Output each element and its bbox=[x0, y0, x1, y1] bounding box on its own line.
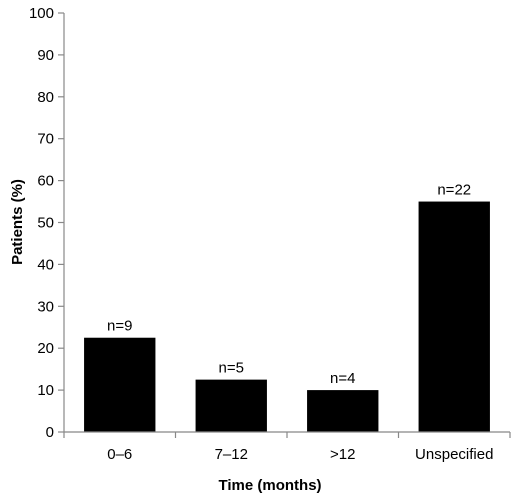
y-axis-title: Patients (%) bbox=[9, 179, 26, 265]
x-tick-label: Unspecified bbox=[415, 446, 493, 463]
y-tick-label: 30 bbox=[37, 298, 54, 315]
x-tick-label: 0–6 bbox=[107, 446, 132, 463]
data-label: n=5 bbox=[219, 360, 244, 377]
y-tick-label: 80 bbox=[37, 89, 54, 106]
bar bbox=[84, 337, 156, 432]
y-tick-label: 50 bbox=[37, 215, 54, 232]
x-tick-label: 7–12 bbox=[215, 446, 248, 463]
bars-group bbox=[84, 201, 490, 432]
y-tick-label: 10 bbox=[37, 382, 54, 399]
y-tick-label: 70 bbox=[37, 131, 54, 148]
data-label: n=9 bbox=[107, 318, 132, 335]
y-axis-ticks: 0 10 20 30 40 50 60 70 80 90 100 bbox=[29, 5, 64, 441]
y-tick-label: 60 bbox=[37, 173, 54, 190]
x-axis-ticks: 0–6 7–12 >12 Unspecified bbox=[63, 432, 511, 463]
x-tick-label: >12 bbox=[330, 446, 355, 463]
data-label: n=4 bbox=[330, 370, 355, 387]
bar bbox=[307, 390, 379, 432]
y-tick-label: 20 bbox=[37, 340, 54, 357]
y-tick-label: 100 bbox=[29, 5, 54, 22]
y-tick-label: 0 bbox=[46, 424, 54, 441]
y-tick-label: 40 bbox=[37, 256, 54, 273]
data-label: n=22 bbox=[437, 182, 471, 199]
x-axis-title: Time (months) bbox=[218, 477, 321, 494]
y-tick-label: 90 bbox=[37, 47, 54, 64]
bar bbox=[195, 379, 267, 432]
bar bbox=[418, 201, 490, 432]
data-labels-group: n=9 n=5 n=4 n=22 bbox=[107, 182, 471, 388]
